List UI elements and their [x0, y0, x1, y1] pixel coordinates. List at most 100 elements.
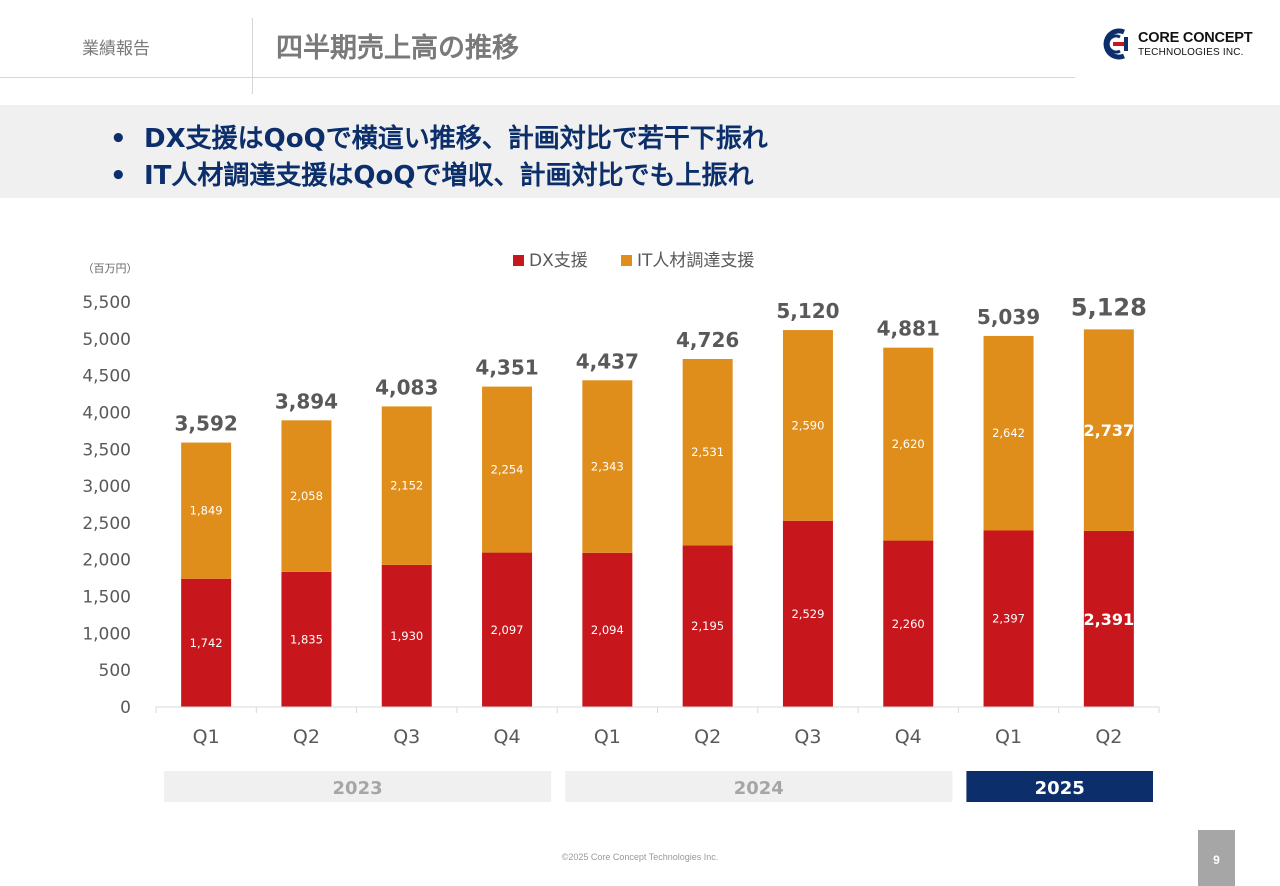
- total-label: 4,726: [676, 328, 739, 352]
- year-box: [565, 771, 953, 802]
- year-box: [164, 771, 552, 802]
- total-label: 3,894: [275, 389, 338, 413]
- year-label: 2024: [734, 778, 784, 799]
- data-label: 2,254: [491, 463, 524, 477]
- data-label: 2,097: [491, 623, 524, 637]
- data-label: 2,529: [791, 607, 824, 621]
- y-tick-label: 1,000: [82, 624, 131, 644]
- data-label: 1,849: [190, 504, 223, 518]
- data-label: 1,930: [390, 629, 423, 643]
- y-tick-label: 4,500: [82, 367, 131, 387]
- bar-it: [582, 380, 633, 553]
- bullet-dot-icon: •: [110, 161, 127, 191]
- summary-bullet-text: IT人材調達支援はQoQで増収、計画対比でも上振れ: [144, 161, 754, 191]
- total-label: 4,351: [475, 356, 538, 380]
- data-label: 2,094: [591, 623, 624, 637]
- header-divider-vertical: [252, 18, 253, 94]
- x-tick-label: Q3: [794, 726, 821, 748]
- bar-dx: [883, 540, 934, 707]
- bar-it: [181, 442, 232, 579]
- x-tick-label: Q3: [393, 726, 420, 748]
- y-tick-label: 2,500: [82, 514, 131, 534]
- y-tick-label: 2,000: [82, 551, 131, 571]
- legend-label: DX支援: [529, 251, 588, 271]
- bar-it: [883, 347, 934, 541]
- y-tick-label: 500: [99, 661, 131, 681]
- x-tick-label: Q1: [594, 726, 621, 748]
- data-label: 2,590: [791, 418, 824, 432]
- data-label: 2,343: [591, 460, 624, 474]
- y-tick-label: 5,000: [82, 330, 131, 350]
- data-label: 2,195: [691, 619, 724, 633]
- data-label: 1,835: [290, 632, 323, 646]
- total-label: 4,437: [576, 349, 639, 373]
- company-logo-text: CORE CONCEPT: [1138, 30, 1253, 46]
- bar-dx: [983, 530, 1034, 707]
- data-label: 2,058: [290, 489, 323, 503]
- copyright: ©2025 Core Concept Technologies Inc.: [561, 852, 719, 862]
- x-tick-label: Q1: [995, 726, 1022, 748]
- data-label: 2,737: [1084, 421, 1135, 440]
- bullet-dot-icon: •: [110, 124, 127, 154]
- bar-it: [983, 335, 1034, 531]
- bar-it: [682, 358, 733, 546]
- data-label: 2,391: [1084, 610, 1135, 629]
- legend-swatch: [621, 255, 632, 266]
- data-label: 2,260: [892, 617, 925, 631]
- bar-it: [482, 386, 533, 553]
- x-tick-label: Q2: [694, 726, 721, 748]
- data-label: 2,620: [892, 437, 925, 451]
- bar-dx: [782, 520, 833, 707]
- bar-it: [1083, 329, 1134, 531]
- total-label: 5,120: [776, 299, 839, 323]
- total-label: 5,128: [1071, 293, 1147, 321]
- page-number: 9: [1198, 830, 1235, 886]
- legend-swatch: [513, 255, 524, 266]
- bar-dx: [682, 545, 733, 707]
- year-box: [966, 771, 1153, 802]
- x-tick-label: Q4: [494, 726, 521, 748]
- total-label: 4,083: [375, 375, 438, 399]
- data-label: 1,742: [190, 636, 223, 650]
- header-divider-horizontal: [0, 77, 1075, 78]
- y-tick-label: 4,000: [82, 403, 131, 423]
- bar-it: [281, 420, 332, 572]
- data-label: 2,152: [390, 479, 423, 493]
- unit-label: （百万円）: [83, 262, 138, 275]
- year-label: 2025: [1035, 778, 1085, 799]
- section-label: 業績報告: [82, 39, 150, 59]
- company-logo-icon: [1103, 28, 1128, 60]
- data-label: 2,642: [992, 426, 1025, 440]
- company-logo-subtext: TECHNOLOGIES INC.: [1138, 47, 1244, 58]
- data-label: 2,531: [691, 445, 724, 459]
- slide-header: 業績報告 四半期売上高の推移 CORE CONCEPT TECHNOLOGIES…: [0, 0, 1280, 96]
- x-tick-label: Q2: [293, 726, 320, 748]
- total-label: 3,592: [175, 411, 238, 435]
- y-tick-label: 3,500: [82, 440, 131, 460]
- x-tick-label: Q1: [193, 726, 220, 748]
- total-label: 4,881: [877, 317, 940, 341]
- summary-bullet: • DX支援はQoQで横這い推移、計画対比で若干下振れ: [110, 118, 768, 155]
- y-tick-label: 5,500: [82, 293, 131, 313]
- bar-dx: [1083, 530, 1134, 707]
- bar-dx: [281, 571, 332, 707]
- bar-dx: [482, 552, 533, 707]
- legend-label: IT人材調達支援: [637, 251, 754, 271]
- quarterly-sales-chart: （百万円） 0 500 1,000 1,500 2,000 2,500 3,000 3,500 4…: [82, 251, 1160, 802]
- y-tick-label: 3,000: [82, 477, 131, 497]
- company-logo: CORE CONCEPT TECHNOLOGIES INC.: [1098, 26, 1268, 62]
- x-tick-label: Q2: [1095, 726, 1122, 748]
- x-tick-label: Q4: [895, 726, 922, 748]
- bar-it: [381, 406, 432, 565]
- summary-box: • DX支援はQoQで横這い推移、計画対比で若干下振れ • IT人材調達支援はQoQ…: [0, 105, 1280, 198]
- page-title: 四半期売上高の推移: [276, 33, 519, 64]
- data-label: 2,397: [992, 612, 1025, 626]
- summary-bullet: • IT人材調達支援はQoQで増収、計画対比でも上振れ: [110, 155, 753, 192]
- year-label: 2023: [333, 778, 383, 799]
- bar-dx: [582, 552, 633, 707]
- y-tick-label: 1,500: [82, 588, 131, 608]
- y-tick-label: 0: [120, 698, 131, 718]
- bar-dx: [381, 564, 432, 707]
- total-label: 5,039: [977, 305, 1040, 329]
- bar-it: [782, 330, 833, 521]
